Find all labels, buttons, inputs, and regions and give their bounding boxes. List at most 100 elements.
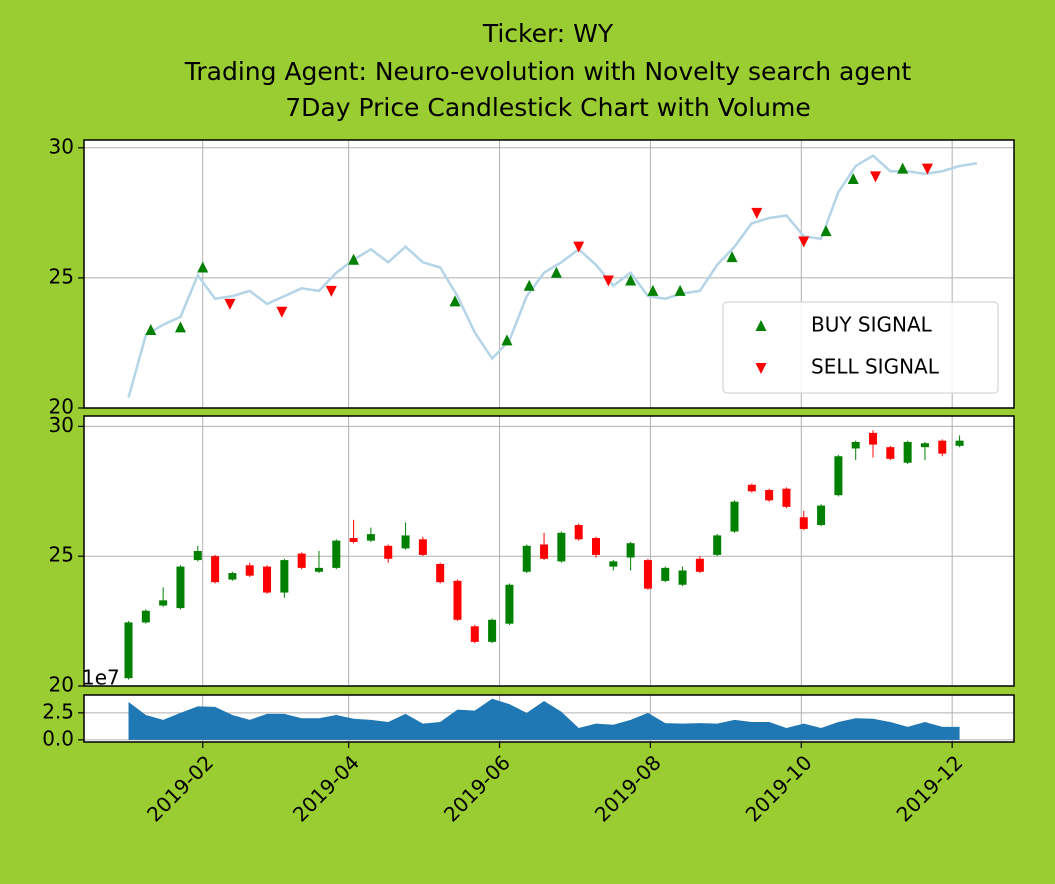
signal-marker <box>449 295 461 307</box>
candle-body <box>765 489 774 501</box>
signal-marker <box>869 171 881 183</box>
candle-body <box>574 525 583 540</box>
candle-body <box>834 456 843 496</box>
candle-body <box>366 534 375 541</box>
candle-body <box>384 545 393 559</box>
candle-body <box>886 447 895 459</box>
plot-area <box>84 416 1014 686</box>
candle-body <box>920 443 929 448</box>
candle-body <box>505 584 514 624</box>
candle-body <box>695 558 704 572</box>
x-tick-label: 2019-06 <box>439 750 515 826</box>
plot-frame <box>83 694 1015 743</box>
signal-marker <box>921 163 933 175</box>
signal-marker <box>550 266 562 278</box>
candle-body <box>713 535 722 555</box>
signal-marker <box>573 241 585 253</box>
signal-marker <box>523 279 535 291</box>
candle-body <box>782 488 791 507</box>
candle-body <box>851 441 860 449</box>
y-tick-label: 25 <box>49 264 74 288</box>
y-tick-label: 25 <box>49 543 74 567</box>
candle-body <box>488 619 497 642</box>
candle-body <box>626 543 635 558</box>
y-tick-label: 30 <box>49 413 74 437</box>
chart-subtitle: Trading Agent: Neuro-evolution with Nove… <box>184 57 912 86</box>
candle-body <box>678 570 687 585</box>
candle-body <box>245 565 254 576</box>
legend-label: BUY SIGNAL <box>811 313 933 337</box>
x-tick-label: 2019-02 <box>142 750 218 826</box>
candle-body <box>643 560 652 589</box>
candle-body <box>470 626 479 642</box>
signal-marker <box>726 251 738 263</box>
signal-marker <box>798 236 810 248</box>
candle-body <box>869 432 878 445</box>
offset-label: 1e7 <box>82 666 120 690</box>
x-tick-label: 2019-08 <box>590 750 666 826</box>
signal-marker <box>847 173 859 185</box>
candle-body <box>193 551 202 561</box>
signal-marker <box>602 275 614 287</box>
signal-marker <box>647 284 659 296</box>
candle-body <box>401 535 410 549</box>
x-tick-label: 2019-04 <box>288 750 364 826</box>
candle-body <box>903 441 912 463</box>
candle-body <box>314 567 323 572</box>
candle-body <box>817 505 826 526</box>
signal-marker <box>820 225 832 237</box>
x-tick-label: 2019-12 <box>892 750 968 826</box>
signal-marker <box>224 298 236 310</box>
y-tick-label: 30 <box>49 134 74 158</box>
volume-area <box>128 698 960 740</box>
candle-body <box>332 540 341 568</box>
candle-body <box>453 580 462 620</box>
candle-body <box>436 563 445 583</box>
legend-label: SELL SIGNAL <box>811 355 940 379</box>
x-tick-label: 2019-10 <box>741 750 817 826</box>
signal-marker <box>276 306 288 318</box>
y-tick-label: 0.0 <box>42 726 74 750</box>
signal-marker <box>501 334 513 346</box>
chart-subtitle: 7Day Price Candlestick Chart with Volume <box>285 93 811 122</box>
candle-body <box>263 566 272 593</box>
legend-marker <box>755 363 767 374</box>
signal-marker <box>174 321 186 333</box>
candle-body <box>540 544 549 559</box>
signal-marker <box>325 285 337 297</box>
price-line <box>127 154 978 398</box>
legend-marker <box>755 320 767 331</box>
candle-body <box>349 538 358 542</box>
candle-body <box>938 440 947 454</box>
candle-body <box>159 600 168 606</box>
candle-body <box>176 566 185 609</box>
chart-title: Ticker: WY <box>482 19 614 48</box>
candle-body <box>799 517 808 529</box>
signal-marker <box>145 323 157 335</box>
candle-body <box>228 573 237 580</box>
candle-body <box>557 532 566 562</box>
legend-box <box>722 301 999 394</box>
candle-body <box>661 567 670 581</box>
y-tick-label: 2.5 <box>42 699 74 723</box>
signal-marker <box>625 274 637 286</box>
candle-body <box>297 553 306 568</box>
candle-body <box>955 440 964 446</box>
signal-marker <box>674 284 686 296</box>
candle-body <box>211 556 220 583</box>
candle-body <box>730 501 739 532</box>
signal-marker <box>897 162 909 174</box>
y-tick-label: 20 <box>49 673 74 697</box>
candle-body <box>591 538 600 555</box>
candle-body <box>609 561 618 567</box>
candle-body <box>141 610 150 623</box>
candle-body <box>280 560 289 593</box>
signal-marker <box>197 261 209 273</box>
candle-body <box>522 545 531 572</box>
y-tick-label: 20 <box>49 395 74 419</box>
signal-marker <box>751 207 763 219</box>
candle-body <box>124 622 133 679</box>
candle-body <box>418 539 427 555</box>
plot-frame <box>83 415 1015 687</box>
